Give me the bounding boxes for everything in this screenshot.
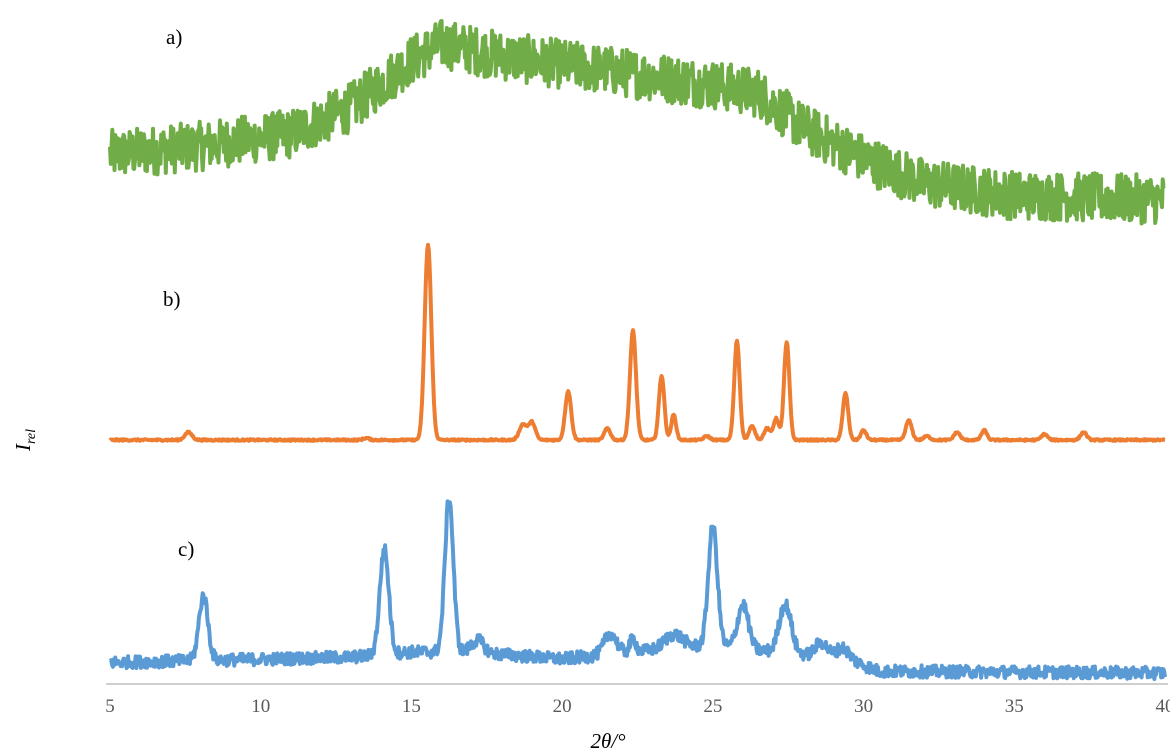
series-c-line bbox=[108, 499, 1167, 681]
x-axis-title: 2θ/° bbox=[590, 729, 626, 753]
x-tick-label: 15 bbox=[402, 696, 421, 717]
y-axis-title-subscript: rel bbox=[24, 429, 39, 444]
x-tick-label: 40 bbox=[1156, 696, 1170, 717]
y-axis-title: Irel bbox=[11, 429, 39, 452]
panel-label-c: c) bbox=[178, 537, 194, 561]
x-tick-labels: 5 10 15 20 25 30 35 40 bbox=[105, 696, 1170, 717]
panel-label-a: a) bbox=[166, 25, 182, 49]
x-tick-label: 5 bbox=[105, 696, 115, 717]
x-tick-label: 30 bbox=[854, 696, 873, 717]
series-a-line bbox=[108, 19, 1167, 226]
x-tick-label: 20 bbox=[553, 696, 572, 717]
series-b-line bbox=[108, 242, 1167, 443]
x-tick-label: 25 bbox=[703, 696, 722, 717]
x-tick-label: 10 bbox=[251, 696, 270, 717]
panel-label-b: b) bbox=[163, 287, 181, 311]
y-axis-title-main: I bbox=[11, 443, 35, 452]
x-tick-label: 35 bbox=[1005, 696, 1024, 717]
